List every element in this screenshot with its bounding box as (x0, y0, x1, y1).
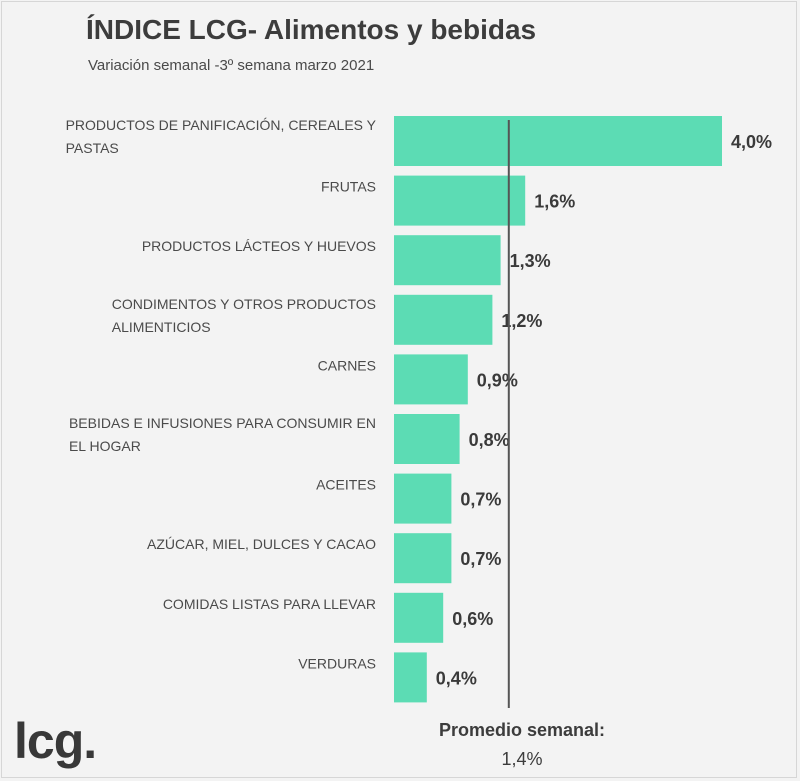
svg-text:FRUTAS: FRUTAS (321, 179, 376, 195)
lcg-logo: lcg. (14, 713, 97, 769)
bar-2 (394, 175, 526, 226)
bar-10 (394, 652, 427, 703)
svg-text:EL HOGAR: EL HOGAR (69, 438, 141, 454)
bar-5 (394, 354, 468, 405)
average-value: 1,4% (501, 749, 543, 769)
svg-text:VERDURAS: VERDURAS (298, 655, 376, 671)
value-label-9: 0,6% (452, 609, 493, 629)
category-label-1: PRODUCTOS DE PANIFICACIÓN, CEREALES Y PAS… (66, 117, 377, 156)
bar-1 (394, 116, 722, 166)
chart-subtitle: Variación semanal -3º semana marzo 2021 (88, 57, 375, 74)
value-label-3: 1,3% (510, 251, 551, 271)
svg-text:PRODUCTOS DE PANIFICACIÓN, CER: PRODUCTOS DE PANIFICACIÓN, CEREALES Y (66, 117, 377, 133)
category-label-6: BEBIDAS E INFUSIONES PARA CONSUMIR EN EL … (69, 415, 376, 454)
bar-4 (394, 294, 493, 345)
value-label-8: 0,7% (460, 549, 501, 569)
value-label-5: 0,9% (477, 370, 518, 390)
category-label-8: AZÚCAR, MIEL, DULCES Y CACAO (147, 536, 376, 552)
category-label-4: CONDIMENTOS Y OTROS PRODUCTOS ALIMENTICIO… (112, 296, 376, 335)
value-label-2: 1,6% (534, 192, 575, 212)
value-label-6: 0,8% (469, 430, 510, 450)
average-label: Promedio semanal: (438, 720, 606, 740)
category-label-2: FRUTAS (321, 179, 376, 195)
svg-text:BEBIDAS E INFUSIONES PARA CONS: BEBIDAS E INFUSIONES PARA CONSUMIR EN (69, 415, 376, 431)
svg-text:CONDIMENTOS Y OTROS PRODUCTOS: CONDIMENTOS Y OTROS PRODUCTOS (112, 296, 376, 312)
value-label-1: 4,0% (731, 132, 772, 152)
svg-text:ACEITES: ACEITES (316, 477, 376, 493)
category-label-10: VERDURAS (298, 655, 376, 671)
chart-title: ÍNDICE LCG- Alimentos y bebidas (86, 14, 537, 45)
bar-8 (394, 533, 452, 584)
svg-text:PRODUCTOS LÁCTEOS Y HUEVOS: PRODUCTOS LÁCTEOS Y HUEVOS (142, 238, 376, 254)
svg-text:PASTAS: PASTAS (66, 140, 119, 156)
svg-text:AZÚCAR, MIEL, DULCES Y CACAO: AZÚCAR, MIEL, DULCES Y CACAO (147, 536, 376, 552)
bar-6 (394, 414, 460, 464)
bar-9 (394, 592, 444, 643)
svg-text:CARNES: CARNES (318, 357, 376, 373)
bar-7 (394, 473, 452, 524)
svg-text:ALIMENTICIOS: ALIMENTICIOS (112, 319, 211, 335)
category-label-9: COMIDAS LISTAS PARA LLEVAR (163, 596, 376, 612)
bar-3 (394, 235, 501, 286)
value-label-7: 0,7% (460, 490, 501, 510)
category-label-3: PRODUCTOS LÁCTEOS Y HUEVOS (142, 238, 376, 254)
category-label-7: ACEITES (316, 477, 376, 493)
value-label-4: 1,2% (501, 311, 542, 331)
value-label-10: 0,4% (436, 668, 477, 688)
svg-text:COMIDAS LISTAS PARA LLEVAR: COMIDAS LISTAS PARA LLEVAR (163, 596, 376, 612)
category-label-5: CARNES (318, 357, 376, 373)
